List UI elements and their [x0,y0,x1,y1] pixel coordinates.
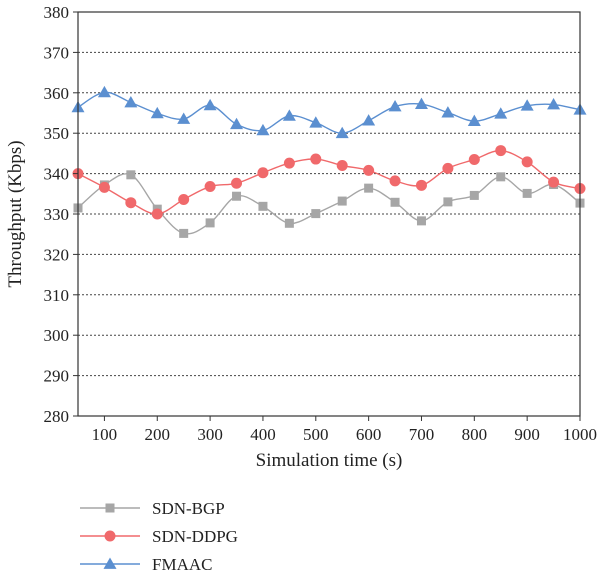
y-tick-label: 380 [44,3,70,22]
data-point-sdn-ddpg [283,157,295,169]
data-point-sdn-ddpg [468,153,480,165]
data-point-sdn-bgp [496,172,506,182]
data-point-sdn-bgp [179,228,189,238]
data-point-fmaac [150,106,164,119]
data-point-sdn-bgp [364,183,374,193]
y-tick-label: 370 [44,43,70,62]
series-line-sdn-bgp [77,173,581,235]
data-point-sdn-ddpg [204,181,216,193]
y-tick-label: 280 [44,407,70,426]
data-point-sdn-bgp [126,170,136,180]
data-point-sdn-bgp [522,188,532,198]
data-point-sdn-bgp [284,218,294,228]
data-point-sdn-ddpg [178,193,190,205]
data-point-sdn-ddpg [98,181,110,193]
data-point-sdn-ddpg [231,177,243,189]
data-point-sdn-bgp [416,216,426,226]
data-point-fmaac [494,107,508,119]
x-tick-label: 900 [514,425,540,444]
axis-ticks: 280 290 300 310 320 330 340 350 360 370 380 100 200 3… [44,3,598,444]
data-point-sdn-bgp [469,190,479,200]
data-point-fmaac [362,114,376,126]
y-tick-label: 320 [44,245,70,264]
legend-item-fmaac: FMAAC [80,555,212,574]
data-point-sdn-ddpg [495,145,507,157]
data-point-sdn-ddpg [125,197,137,209]
data-point-fmaac [177,112,191,124]
legend-label-sdn-bgp: SDN-BGP [152,499,225,518]
data-point-sdn-ddpg [389,175,401,187]
data-point-fmaac [388,100,402,112]
data-point-sdn-bgp [443,197,453,207]
x-axis-label: Simulation time (s) [256,450,403,471]
series-sdn-ddpg [72,145,586,220]
data-point-sdn-ddpg [363,164,375,176]
x-tick-label: 800 [462,425,488,444]
y-tick-label: 330 [44,205,70,224]
data-point-fmaac [282,109,296,121]
legend-item-sdn-bgp: SDN-BGP [80,499,225,518]
y-tick-label: 300 [44,326,70,345]
data-point-fmaac [441,106,455,118]
legend-label-fmaac: FMAAC [152,555,212,574]
x-tick-label: 500 [303,425,329,444]
y-tick-label: 290 [44,367,70,386]
data-point-sdn-bgp [311,209,321,219]
data-point-fmaac [335,126,349,139]
y-tick-label: 360 [44,84,70,103]
data-point-sdn-ddpg [336,160,348,172]
legend-marker-fmaac [103,557,117,569]
data-point-sdn-bgp [258,201,268,211]
legend-item-sdn-ddpg: SDN-DDPG [80,527,238,546]
data-point-sdn-bgp [232,191,242,201]
y-axis-label: Throughput (Kbps) [5,140,26,287]
data-point-fmaac [309,116,323,128]
data-point-sdn-ddpg [442,162,454,174]
data-point-fmaac [467,114,481,126]
data-point-sdn-ddpg [310,153,322,165]
y-tick-label: 310 [44,286,70,305]
series-lines [71,85,587,238]
data-point-sdn-ddpg [257,167,269,179]
data-point-sdn-ddpg [151,208,163,220]
series-line-fmaac [77,91,581,134]
x-tick-label: 300 [197,425,223,444]
legend-marker-sdn-ddpg [104,530,116,542]
y-tick-label: 350 [44,124,70,143]
data-point-fmaac [547,98,561,110]
x-tick-label: 700 [409,425,435,444]
data-point-fmaac [520,99,534,111]
series-sdn-bgp [73,170,585,238]
data-point-sdn-bgp [337,196,347,206]
data-point-fmaac [124,95,138,108]
x-tick-label: 200 [145,425,171,444]
legend-marker-sdn-bgp [105,503,115,513]
series-fmaac [71,85,587,139]
legend: SDN-BGP SDN-DDPG FMAAC [80,499,238,574]
data-point-sdn-ddpg [415,179,427,191]
x-tick-label: 1000 [563,425,597,444]
data-point-fmaac [230,117,244,130]
data-point-sdn-ddpg [521,156,533,168]
legend-label-sdn-ddpg: SDN-DDPG [152,527,238,546]
x-tick-label: 400 [250,425,276,444]
x-tick-label: 600 [356,425,382,444]
data-point-sdn-bgp [390,197,400,207]
data-point-sdn-bgp [205,218,215,228]
y-tick-label: 340 [44,165,70,184]
data-point-fmaac [256,123,270,136]
x-tick-label: 100 [92,425,118,444]
data-point-fmaac [203,98,217,111]
data-point-fmaac [97,85,111,98]
data-point-sdn-ddpg [548,176,560,188]
data-point-fmaac [414,97,428,109]
